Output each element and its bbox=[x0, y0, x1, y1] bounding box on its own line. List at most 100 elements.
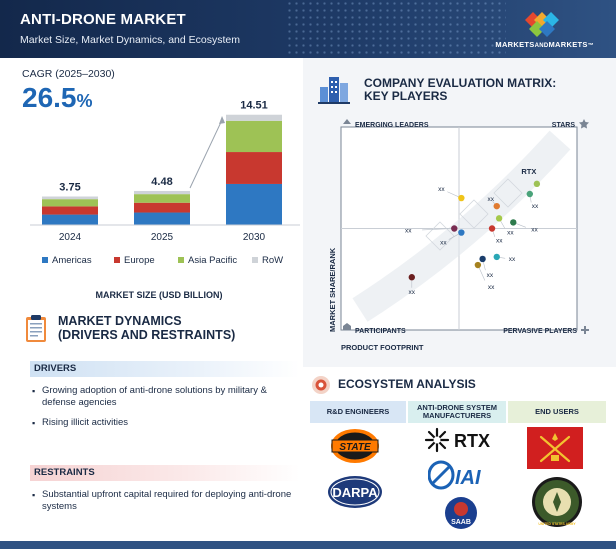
matrix-point-label: xx bbox=[487, 272, 494, 279]
bar-segment-asia-pacific bbox=[226, 120, 282, 153]
header-dot-pattern bbox=[286, 0, 506, 58]
quadrant-label-emerging-leaders: EMERGING LEADERS bbox=[355, 122, 429, 129]
ecosystem-column-end-users: END USERS bbox=[508, 401, 606, 423]
bar-segment-europe bbox=[134, 202, 190, 213]
quadrant-label-pervasive-players: PERVASIVE PLAYERS bbox=[503, 328, 577, 335]
matrix-point bbox=[526, 190, 533, 198]
stars-icon bbox=[579, 119, 589, 129]
quadrant-label-stars: STARS bbox=[552, 122, 576, 129]
participants-icon bbox=[343, 323, 351, 330]
legend-label: Americas bbox=[52, 255, 92, 266]
growth-arrow-line bbox=[189, 119, 223, 189]
army-flag-emblem bbox=[527, 427, 583, 469]
matrix-point bbox=[488, 225, 496, 232]
ecosystem-icon bbox=[312, 376, 330, 394]
matrix-curve-band bbox=[352, 130, 571, 322]
matrix-point-label: xx bbox=[509, 256, 516, 263]
pervasive-players-icon bbox=[581, 326, 589, 334]
svg-text:SAAB: SAAB bbox=[451, 519, 471, 526]
matrix-point-label: xx bbox=[438, 186, 445, 193]
bar-segment-asia-pacific bbox=[134, 194, 190, 203]
company-evaluation-matrix: EMERGING LEADERS STARS PARTICIPANTS PERVASI… bbox=[330, 119, 589, 352]
page-subtitle: Market Size, Market Dynamics, and Ecosys… bbox=[20, 34, 240, 46]
bar-segment-europe bbox=[42, 206, 98, 215]
svg-text:STATE: STATE bbox=[339, 442, 371, 453]
growth-arrow-head bbox=[219, 116, 225, 124]
restraints-header: RESTRAINTS bbox=[30, 465, 300, 481]
x-tick-label: 2024 bbox=[59, 232, 82, 243]
legend-swatch bbox=[42, 257, 48, 263]
matrix-point bbox=[458, 229, 465, 236]
matrix-point-label: xx bbox=[496, 238, 503, 245]
matrix-point bbox=[495, 215, 503, 222]
darpa-logo: DARPA bbox=[328, 476, 382, 508]
matrix-point bbox=[474, 261, 482, 269]
svg-text:DARPA: DARPA bbox=[332, 485, 378, 500]
iai-logo: IAI bbox=[428, 460, 481, 490]
ecosystem-column-rd-engineers: R&D ENGINEERS bbox=[310, 401, 406, 423]
bar-segment-europe bbox=[226, 152, 282, 184]
quadrant-label-participants: PARTICIPANTS bbox=[355, 328, 406, 335]
saab-logo: SAAB bbox=[445, 497, 477, 529]
legend-swatch bbox=[252, 257, 258, 263]
driver-item: Rising illicit activities bbox=[32, 417, 294, 429]
matrix-point-label: xx bbox=[507, 229, 514, 236]
chart-x-axis-label: MARKET SIZE (USD BILLION) bbox=[95, 290, 223, 300]
matrix-diamond-guide bbox=[425, 221, 455, 251]
ecosystem-column-manufacturers: ANTI-DRONE SYSTEM MANUFACTURERS bbox=[408, 401, 506, 423]
legend-label: RoW bbox=[262, 255, 283, 266]
bar-total-label: 4.48 bbox=[151, 176, 172, 188]
matrix-x-axis-label: PRODUCT FOOTPRINT bbox=[341, 343, 424, 352]
matrix-point-label: xx bbox=[531, 226, 538, 233]
us-army-seal: UNITED STATES ARMY bbox=[532, 477, 582, 527]
svg-text:RTX: RTX bbox=[454, 431, 490, 451]
oklahoma-state-logo: STATE bbox=[331, 429, 379, 463]
matrix-point bbox=[510, 219, 517, 226]
restraint-item: Substantial upfront capital required for… bbox=[32, 489, 294, 513]
clipboard-icon bbox=[26, 315, 46, 342]
ecosystem-title: ECOSYSTEM ANALYSIS bbox=[338, 377, 476, 391]
footer-bar bbox=[0, 541, 616, 549]
header-banner: ANTI-DRONE MARKET Market Size, Market Dy… bbox=[0, 0, 616, 58]
emerging-leaders-icon bbox=[343, 119, 351, 124]
legend-label: Asia Pacific bbox=[188, 255, 237, 266]
bar-segment-asia-pacific bbox=[42, 199, 98, 207]
bar-segment-row bbox=[42, 196, 98, 200]
matrix-point bbox=[493, 253, 500, 261]
x-tick-label: 2030 bbox=[243, 232, 266, 243]
svg-text:IAI: IAI bbox=[455, 467, 481, 489]
matrix-point-label: xx bbox=[440, 240, 447, 247]
matrix-point-label: xx bbox=[488, 196, 495, 203]
matrix-point bbox=[533, 180, 541, 188]
bar-segment-row bbox=[226, 114, 282, 121]
drivers-header: DRIVERS bbox=[30, 361, 300, 377]
bar-segment-row bbox=[134, 190, 190, 195]
driver-item: Growing adoption of anti-drone solutions… bbox=[32, 385, 294, 409]
market-size-bar-chart: 3.75 2024 4.48 2025 14.51 2030 Americas Europe A… bbox=[30, 100, 300, 266]
matrix-diamond-guide bbox=[493, 178, 523, 208]
dynamics-title: MARKET DYNAMICS (DRIVERS AND RESTRAINTS) bbox=[58, 314, 236, 342]
bar-segment-americas bbox=[134, 212, 190, 225]
matrix-point bbox=[458, 194, 465, 202]
legend-swatch bbox=[114, 257, 120, 263]
legend-label: Europe bbox=[124, 255, 155, 266]
matrix-diamond-guide bbox=[459, 199, 489, 229]
matrix-title: COMPANY EVALUATION MATRIX: KEY PLAYERS bbox=[364, 76, 557, 103]
buildings-icon bbox=[318, 77, 350, 104]
cagr-label: CAGR (2025–2030) bbox=[22, 68, 115, 80]
matrix-point-label: xx bbox=[409, 289, 416, 296]
bar-segment-americas bbox=[42, 214, 98, 225]
matrix-point bbox=[493, 202, 500, 210]
matrix-point-label: xx bbox=[488, 284, 495, 291]
bar-total-label: 3.75 bbox=[59, 182, 80, 194]
point-leader-line bbox=[422, 228, 455, 231]
matrix-point bbox=[451, 225, 458, 232]
bar-segment-americas bbox=[226, 183, 282, 225]
brand-logo-icon bbox=[525, 12, 559, 37]
bar-total-label: 14.51 bbox=[240, 100, 268, 112]
matrix-y-axis-label: MARKET SHARE/RANK bbox=[330, 247, 337, 332]
matrix-point-label: RTX bbox=[521, 167, 536, 176]
matrix-point bbox=[408, 274, 415, 281]
matrix-point-label: xx bbox=[532, 203, 539, 210]
svg-text:UNITED STATES ARMY: UNITED STATES ARMY bbox=[538, 522, 576, 526]
